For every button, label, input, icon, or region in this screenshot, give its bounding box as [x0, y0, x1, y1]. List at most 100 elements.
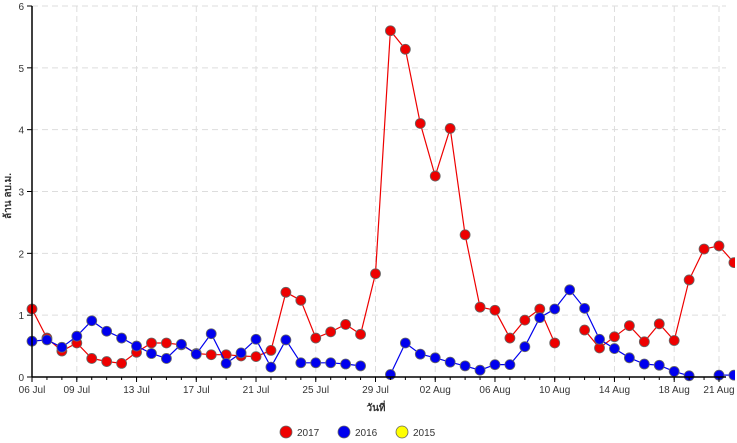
- data-point[interactable]: [429, 352, 441, 364]
- data-point[interactable]: [579, 302, 590, 314]
- x-ticks: 06 Jul 09 Jul 13 Jul 17 Jul 21 Jul 25 Jul 29 J…: [19, 377, 735, 396]
- data-point[interactable]: [101, 325, 113, 337]
- legend-item-2016[interactable]: 2016: [337, 425, 378, 439]
- data-point[interactable]: [250, 333, 262, 345]
- legend-label: 2015: [413, 428, 436, 439]
- data-point[interactable]: [355, 328, 366, 340]
- y-ticks: 0 1 2 3 4 5 6: [18, 2, 32, 384]
- data-point[interactable]: [325, 357, 337, 369]
- data-point[interactable]: [71, 330, 83, 342]
- data-point[interactable]: [146, 348, 157, 359]
- data-point[interactable]: [235, 347, 247, 359]
- data-point[interactable]: [175, 338, 187, 350]
- data-point[interactable]: [519, 341, 531, 353]
- data-point[interactable]: [146, 337, 157, 349]
- data-point[interactable]: [653, 318, 665, 330]
- data-point[interactable]: [474, 364, 486, 376]
- data-point[interactable]: [609, 331, 620, 343]
- x-tick-label: 17 Jul: [183, 385, 210, 396]
- data-point[interactable]: [623, 320, 635, 332]
- legend-item-2017[interactable]: 2017: [279, 425, 320, 439]
- data-point[interactable]: [310, 332, 322, 344]
- data-point[interactable]: [444, 356, 456, 368]
- data-point[interactable]: [131, 340, 142, 352]
- data-point[interactable]: [56, 341, 68, 353]
- data-point[interactable]: [355, 360, 366, 372]
- data-point[interactable]: [190, 348, 202, 360]
- y-tick-label: 1: [18, 311, 24, 322]
- data-point[interactable]: [623, 352, 635, 364]
- data-point[interactable]: [385, 25, 396, 37]
- data-point[interactable]: [549, 303, 561, 315]
- legend: 2017 2016 2015: [279, 425, 436, 439]
- data-point[interactable]: [161, 337, 172, 349]
- data-point[interactable]: [609, 343, 620, 354]
- data-point[interactable]: [579, 324, 590, 336]
- data-point[interactable]: [265, 361, 277, 373]
- data-point[interactable]: [161, 353, 172, 364]
- data-point[interactable]: [325, 326, 337, 338]
- data-point[interactable]: [101, 356, 113, 367]
- data-point[interactable]: [399, 337, 411, 349]
- x-tick-label: 13 Jul: [123, 385, 150, 396]
- data-point[interactable]: [549, 337, 561, 349]
- data-point[interactable]: [280, 286, 292, 298]
- data-point[interactable]: [295, 357, 307, 369]
- data-point[interactable]: [728, 257, 737, 269]
- data-point[interactable]: [474, 301, 486, 313]
- x-tick-label: 06 Jul: [19, 385, 46, 396]
- data-point[interactable]: [638, 358, 650, 370]
- x-tick-label: 21 Aug: [703, 385, 734, 396]
- data-point[interactable]: [340, 319, 352, 330]
- data-point[interactable]: [116, 332, 128, 344]
- data-point[interactable]: [489, 359, 501, 371]
- data-point[interactable]: [668, 335, 680, 346]
- data-point[interactable]: [564, 284, 576, 296]
- data-point[interactable]: [504, 359, 516, 371]
- data-point[interactable]: [205, 349, 217, 361]
- data-point[interactable]: [265, 345, 277, 356]
- data-point[interactable]: [414, 118, 426, 129]
- data-point[interactable]: [295, 294, 307, 306]
- x-tick-label: 21 Jul: [243, 385, 270, 396]
- data-point[interactable]: [86, 353, 98, 364]
- data-point[interactable]: [459, 229, 471, 241]
- data-point[interactable]: [638, 336, 650, 348]
- data-point[interactable]: [489, 304, 501, 316]
- data-point[interactable]: [220, 357, 232, 369]
- legend-item-2015[interactable]: 2015: [395, 425, 436, 439]
- y-tick-label: 3: [18, 188, 24, 199]
- data-point[interactable]: [534, 312, 546, 324]
- data-point[interactable]: [683, 370, 695, 382]
- data-point[interactable]: [683, 274, 695, 286]
- series-layer: [26, 25, 737, 382]
- legend-marker: [395, 425, 409, 439]
- y-tick-label: 4: [18, 126, 24, 137]
- data-point[interactable]: [519, 314, 531, 326]
- data-point[interactable]: [280, 334, 292, 346]
- data-point[interactable]: [728, 369, 737, 381]
- data-point[interactable]: [698, 243, 710, 255]
- data-point[interactable]: [250, 351, 262, 362]
- series-line: [31, 29, 556, 365]
- data-point[interactable]: [41, 334, 53, 346]
- data-point[interactable]: [594, 333, 605, 345]
- data-point[interactable]: [86, 315, 98, 327]
- data-point[interactable]: [340, 358, 352, 370]
- y-tick-label: 6: [18, 2, 24, 13]
- data-point[interactable]: [653, 359, 665, 371]
- legend-marker: [279, 425, 293, 439]
- data-point[interactable]: [370, 268, 381, 280]
- data-point[interactable]: [668, 366, 680, 377]
- data-point[interactable]: [713, 240, 725, 252]
- data-point[interactable]: [504, 332, 516, 344]
- data-point[interactable]: [399, 43, 411, 55]
- data-point[interactable]: [429, 170, 441, 182]
- data-point[interactable]: [414, 348, 426, 360]
- data-point[interactable]: [459, 360, 471, 372]
- data-point[interactable]: [310, 357, 322, 369]
- data-point[interactable]: [444, 123, 456, 134]
- data-point[interactable]: [205, 328, 217, 340]
- data-point[interactable]: [116, 357, 128, 369]
